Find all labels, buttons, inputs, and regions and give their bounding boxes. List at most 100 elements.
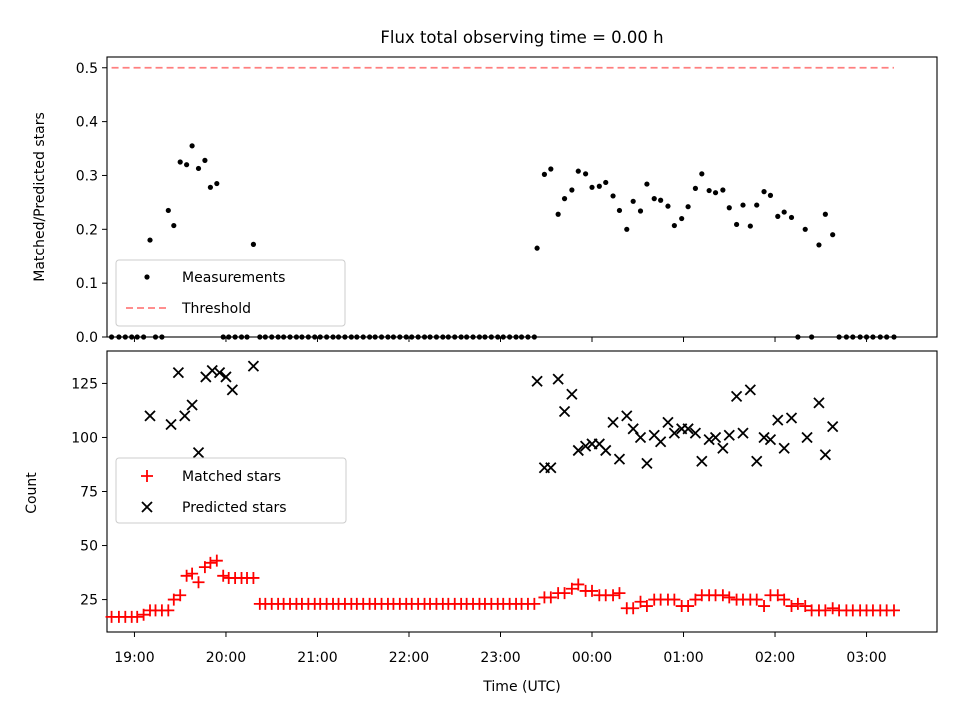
measurement-point	[195, 165, 202, 172]
bottom-y-axis-label: Count	[24, 472, 40, 514]
predicted-star-point	[552, 373, 564, 385]
matched-star-point	[668, 593, 681, 606]
measurement-point	[403, 334, 409, 340]
measurement-point	[147, 237, 153, 243]
predicted-star-point	[192, 446, 205, 459]
predicted-star-point	[819, 449, 831, 461]
measurement-point	[397, 334, 403, 340]
predicted-star-point	[764, 433, 777, 446]
measurement-point	[561, 196, 568, 202]
matched-star-point	[217, 569, 230, 582]
measurement-point	[458, 334, 464, 340]
predicted-star-point	[627, 423, 639, 435]
measurement-point	[220, 334, 226, 340]
measurement-point	[281, 334, 287, 340]
measurement-point	[330, 334, 336, 340]
measurement-point	[802, 226, 808, 232]
matched-star-point	[634, 595, 647, 608]
bottom-y-tick-label: 100	[71, 430, 98, 446]
predicted-star-point	[531, 375, 543, 387]
measurement-point	[129, 334, 135, 340]
bottom-y-tick-label: 25	[80, 593, 98, 609]
matched-star-point	[204, 556, 217, 569]
measurement-point	[476, 334, 483, 340]
matched-star-point	[819, 604, 832, 617]
measurement-point	[884, 334, 890, 340]
x-tick-label: 20:00	[206, 650, 246, 666]
predicted-star-point	[545, 462, 557, 474]
measurement-point	[679, 215, 685, 222]
predicted-star-point	[723, 429, 735, 441]
threshold-legend-label: Threshold	[181, 301, 251, 317]
predicted-star-point	[662, 416, 674, 428]
measurement-point	[287, 334, 293, 340]
predicted-star-point	[717, 442, 729, 454]
measurement-point	[257, 334, 263, 340]
bottom-y-axis: 25 50 75 100 125	[71, 376, 107, 609]
predicted-star-point	[165, 418, 177, 431]
bottom-legend-frame	[115, 457, 347, 524]
measurement-point	[747, 223, 753, 229]
measurement-point	[726, 205, 732, 211]
measurement-point	[134, 334, 140, 340]
matched-star-point	[778, 593, 791, 606]
measurement-point	[809, 334, 815, 340]
measurement-point	[378, 334, 385, 340]
x-tick-label: 23:00	[480, 650, 520, 666]
predicted-star-point	[709, 431, 722, 444]
measurement-point	[624, 226, 630, 232]
predicted-star-point	[186, 399, 198, 411]
measurement-point	[596, 183, 602, 189]
measurement-point	[445, 334, 451, 340]
measurement-point	[464, 334, 470, 340]
matched-star-point	[771, 589, 784, 602]
measurement-point	[348, 334, 354, 340]
measurement-point	[470, 334, 476, 340]
measurement-point	[415, 334, 421, 340]
measurement-point	[692, 185, 699, 191]
predicted-star-point	[655, 436, 667, 448]
measurement-point	[507, 334, 513, 340]
measurement-point	[616, 207, 623, 214]
measurement-point	[421, 334, 428, 340]
predicted-star-point	[613, 453, 626, 465]
measurement-point	[843, 334, 850, 340]
matched-star-point	[887, 604, 900, 617]
measurement-point	[305, 334, 311, 340]
measurement-point	[214, 180, 220, 187]
predicted-star-point	[179, 410, 191, 422]
measurement-point	[152, 334, 159, 340]
predicted-star-point	[566, 388, 578, 400]
x-axis-label: Time (UTC)	[482, 679, 560, 695]
predicted-stars-legend-marker	[141, 501, 153, 513]
top-y-tick-label: 0.2	[76, 222, 98, 238]
measurement-point	[891, 334, 897, 340]
measurement-point	[830, 232, 836, 238]
matched-star-point	[799, 600, 812, 613]
matched-star-point	[682, 600, 695, 613]
matched-star-point	[162, 604, 175, 617]
measurement-point	[534, 245, 540, 251]
measurement-point	[409, 334, 415, 340]
measurement-point	[184, 162, 190, 168]
matched-star-point	[137, 608, 150, 621]
measurement-point	[637, 208, 644, 214]
measurement-point	[767, 192, 774, 198]
measurement-point	[171, 222, 177, 229]
matched-stars-points	[105, 554, 900, 623]
predicted-star-point	[558, 405, 571, 418]
x-tick-label: 00:00	[572, 650, 612, 666]
top-y-axis: 0.0 0.1 0.2 0.3 0.4 0.5	[76, 61, 107, 346]
measurement-point	[335, 334, 342, 340]
bottom-y-tick-label: 50	[80, 539, 98, 555]
predicted-star-point	[220, 371, 232, 383]
top-y-axis-label: Matched/Predicted stars	[32, 112, 48, 282]
bottom-x-axis: 19:00 20:00 21:00 22:00 23:00 00:00 01:00 02:00…	[114, 632, 887, 666]
predicted-star-point	[641, 457, 653, 470]
matched-star-point	[758, 600, 771, 613]
predicted-star-point	[785, 412, 798, 424]
predicted-star-point	[144, 410, 156, 422]
predicted-star-point	[696, 455, 708, 467]
predicted-star-point	[730, 390, 743, 403]
predicted-star-point	[607, 416, 619, 428]
